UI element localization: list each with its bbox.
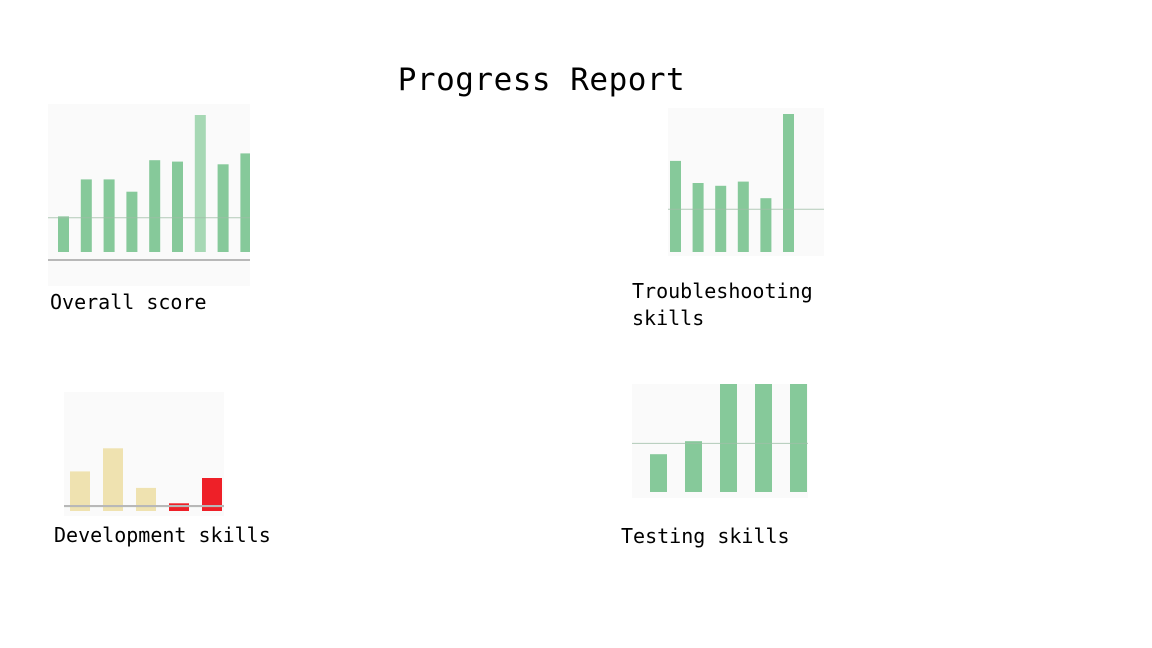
overall-score-plot	[48, 115, 250, 261]
development-skills-label: Development skills	[54, 523, 271, 547]
overall-bar-9	[240, 153, 250, 252]
overall-bar-7	[194, 115, 206, 252]
testing-bar-4	[755, 384, 772, 492]
troubleshooting-skills-chart	[668, 108, 824, 256]
troubleshooting-bar-3	[715, 185, 727, 252]
troubleshooting-bar-2	[692, 183, 704, 252]
overall-bar-1	[58, 216, 69, 252]
page-title: Progress Report	[397, 62, 686, 98]
testing-skills-plot	[632, 384, 808, 492]
overall-bar-5	[149, 160, 161, 252]
overall-score-label: Overall score	[50, 290, 207, 314]
troubleshooting-bar-1	[670, 160, 681, 252]
testing-skills-chart	[632, 384, 808, 498]
troubleshooting-skills-label: Troubleshooting skills	[632, 279, 813, 330]
testing-skills-label: Testing skills	[621, 524, 790, 548]
testing-bar-5	[790, 384, 807, 492]
development-bar-3	[136, 487, 156, 511]
overall-bar-6	[172, 161, 183, 252]
development-skills-chart	[64, 392, 224, 516]
troubleshooting-bar-4	[737, 181, 749, 252]
testing-bar-2	[685, 441, 702, 492]
development-skills-plot	[64, 448, 224, 511]
overall-bar-2	[80, 179, 92, 252]
testing-bar-1	[650, 454, 667, 492]
troubleshooting-bar-6	[783, 114, 794, 252]
development-bar-5	[202, 478, 222, 511]
overall-bar-8	[217, 164, 229, 252]
testing-bar-3	[720, 384, 737, 492]
development-bar-4	[169, 503, 189, 511]
troubleshooting-skills-plot	[668, 114, 824, 252]
overall-bar-4	[126, 191, 138, 252]
development-bar-1	[70, 471, 90, 511]
overall-score-chart	[48, 104, 250, 286]
overall-bar-3	[103, 179, 115, 252]
troubleshooting-bar-5	[760, 198, 772, 252]
development-bar-2	[103, 448, 123, 511]
